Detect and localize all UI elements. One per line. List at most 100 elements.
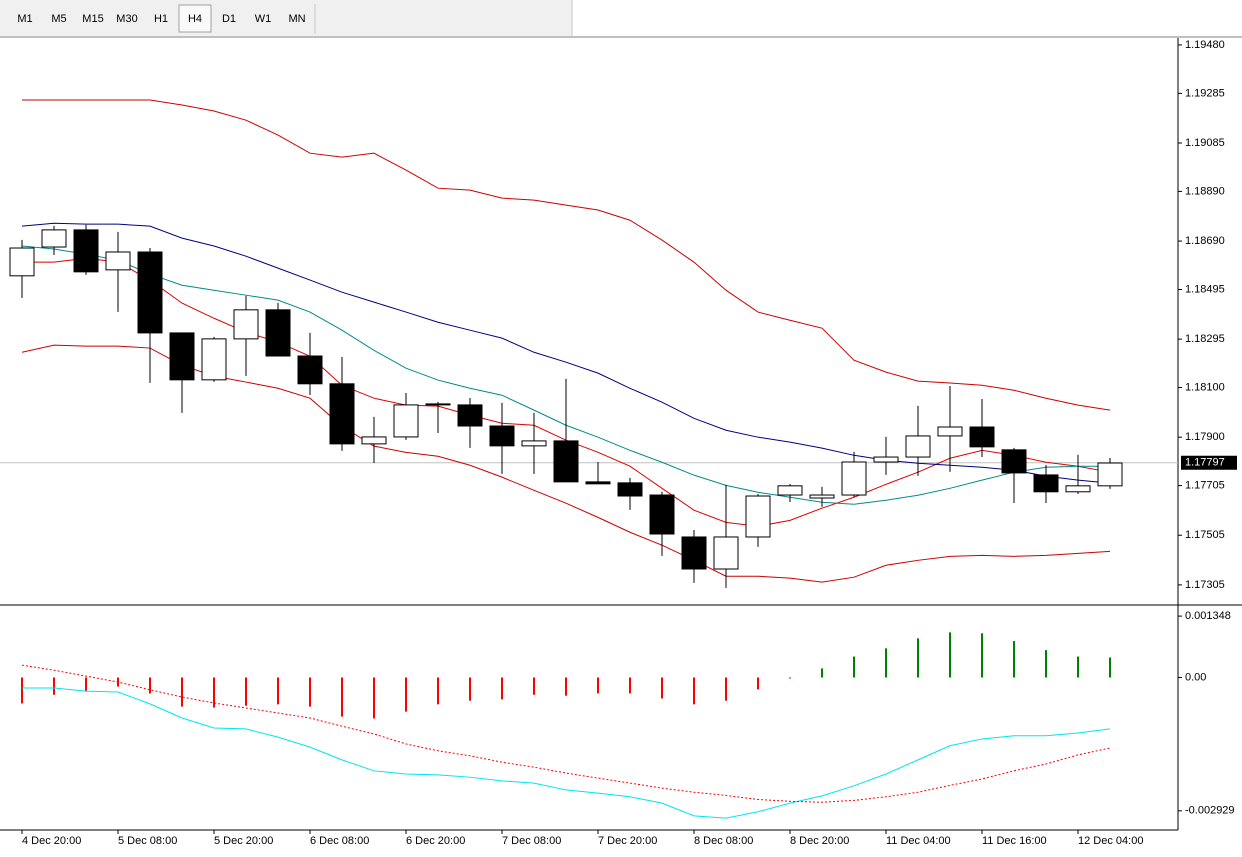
button-face[interactable] <box>43 5 75 32</box>
timeframe-button[interactable]: MN <box>281 5 313 32</box>
timeframe-button[interactable]: M15 <box>77 5 109 32</box>
histogram-bar <box>533 677 535 695</box>
candle-body <box>425 403 451 406</box>
y-tick-label: 1.18295 <box>1185 333 1225 345</box>
x-tick-label: 6 Dec 20:00 <box>406 835 465 847</box>
candle-body <box>713 536 739 570</box>
y-tick-label: 1.17505 <box>1185 529 1225 541</box>
timeframe-toolbar: M1 M5 M15 M30 H1 H4 D1 W1 MN <box>9 4 313 33</box>
y-tick-label: 1.17900 <box>1185 431 1225 443</box>
button-face[interactable] <box>77 5 109 32</box>
y-tick-label: 0.00 <box>1185 671 1206 683</box>
button-face[interactable] <box>247 5 279 32</box>
button-label[interactable]: W1 <box>255 13 272 25</box>
button-label[interactable]: D1 <box>222 13 236 25</box>
histogram-bar <box>405 677 407 712</box>
histogram-bar <box>1077 656 1079 678</box>
last-price-label: 1.17797 <box>1185 457 1225 469</box>
button-face[interactable] <box>281 5 313 32</box>
y-tick-label: 1.19285 <box>1185 87 1225 99</box>
histogram-bar <box>53 677 55 695</box>
button-face[interactable] <box>145 5 177 32</box>
timeframe-button[interactable]: H4 <box>178 4 212 33</box>
timeframe-button[interactable]: M5 <box>43 5 75 32</box>
candle-body <box>1001 449 1027 474</box>
y-tick-label: 1.18890 <box>1185 185 1225 197</box>
x-tick-label: 11 Dec 16:00 <box>982 835 1047 847</box>
candle-body <box>937 426 963 437</box>
x-tick-label: 7 Dec 20:00 <box>598 835 657 847</box>
button-label[interactable]: M1 <box>17 13 32 25</box>
histogram-bar <box>725 677 727 701</box>
timeframe-button[interactable]: D1 <box>213 5 245 32</box>
button-label[interactable]: H1 <box>154 13 168 25</box>
oscillator-panel: 0.001348 0.00 -0.002929 <box>21 610 1235 819</box>
x-tick-label: 8 Dec 08:00 <box>694 835 753 847</box>
candle-body <box>105 251 131 271</box>
timeframe-button[interactable]: H1 <box>145 5 177 32</box>
histogram-bar <box>277 677 279 705</box>
timeframe-button[interactable]: M30 <box>111 5 143 32</box>
y-tick-label: 1.17705 <box>1185 479 1225 491</box>
button-label[interactable]: M15 <box>82 13 103 25</box>
indicator-line <box>21 222 1111 484</box>
candle-body <box>9 247 35 277</box>
candle-body <box>617 482 643 497</box>
candle-body <box>969 426 995 448</box>
button-label[interactable]: H4 <box>188 13 202 25</box>
button-face[interactable] <box>213 5 245 32</box>
x-tick-label: 5 Dec 08:00 <box>118 835 177 847</box>
candle-body <box>169 332 195 381</box>
y-tick-label: 1.19480 <box>1185 39 1225 51</box>
candle-body <box>489 425 515 447</box>
x-tick-label: 4 Dec 20:00 <box>22 835 81 847</box>
candle-body <box>201 338 227 381</box>
y-tick-label: -0.002929 <box>1185 805 1235 817</box>
candle-body <box>553 440 579 483</box>
y-tick-label: 1.18100 <box>1185 381 1225 393</box>
x-tick-label: 7 Dec 08:00 <box>502 835 561 847</box>
candle-body <box>41 229 67 248</box>
x-tick-label: 6 Dec 08:00 <box>310 835 369 847</box>
candle-body <box>1033 474 1059 493</box>
candle-body <box>297 355 323 385</box>
candle-body <box>841 461 867 496</box>
y-tick-label: 1.18495 <box>1185 283 1225 295</box>
histogram-bar <box>629 677 631 694</box>
button-label[interactable]: M5 <box>51 13 66 25</box>
histogram-bar <box>1013 641 1015 678</box>
button-face[interactable] <box>178 4 212 33</box>
timeframe-button[interactable]: W1 <box>247 5 279 32</box>
button-label[interactable]: M30 <box>116 13 137 25</box>
histogram-bar <box>693 677 695 705</box>
histogram-bar <box>501 677 503 700</box>
candle-body <box>585 481 611 485</box>
candle-body <box>1065 485 1091 493</box>
oscillator-line <box>22 687 1111 819</box>
histogram-bar <box>949 632 951 678</box>
candle-body <box>521 440 547 447</box>
candle-body <box>809 494 835 499</box>
button-label[interactable]: MN <box>288 13 305 25</box>
timeframe-button[interactable]: M1 <box>9 5 41 32</box>
histogram-bar <box>1109 657 1111 678</box>
histogram-bar <box>1045 650 1047 678</box>
candle-body <box>649 494 675 535</box>
histogram-bar <box>309 677 311 707</box>
candle-body <box>73 229 99 273</box>
histogram-bar <box>373 677 375 719</box>
last-price-box <box>1181 455 1237 470</box>
candle-body <box>233 309 259 340</box>
candle-body <box>777 485 803 496</box>
button-face[interactable] <box>9 5 41 32</box>
histogram-bar <box>917 638 919 678</box>
x-tick-label: 8 Dec 20:00 <box>790 835 849 847</box>
button-face[interactable] <box>111 5 143 32</box>
y-tick-label: 1.19085 <box>1185 137 1225 149</box>
histogram-bar <box>85 677 87 692</box>
histogram-bar <box>149 677 151 694</box>
y-tick-label: 1.18690 <box>1185 235 1225 247</box>
candle-body <box>681 536 707 570</box>
